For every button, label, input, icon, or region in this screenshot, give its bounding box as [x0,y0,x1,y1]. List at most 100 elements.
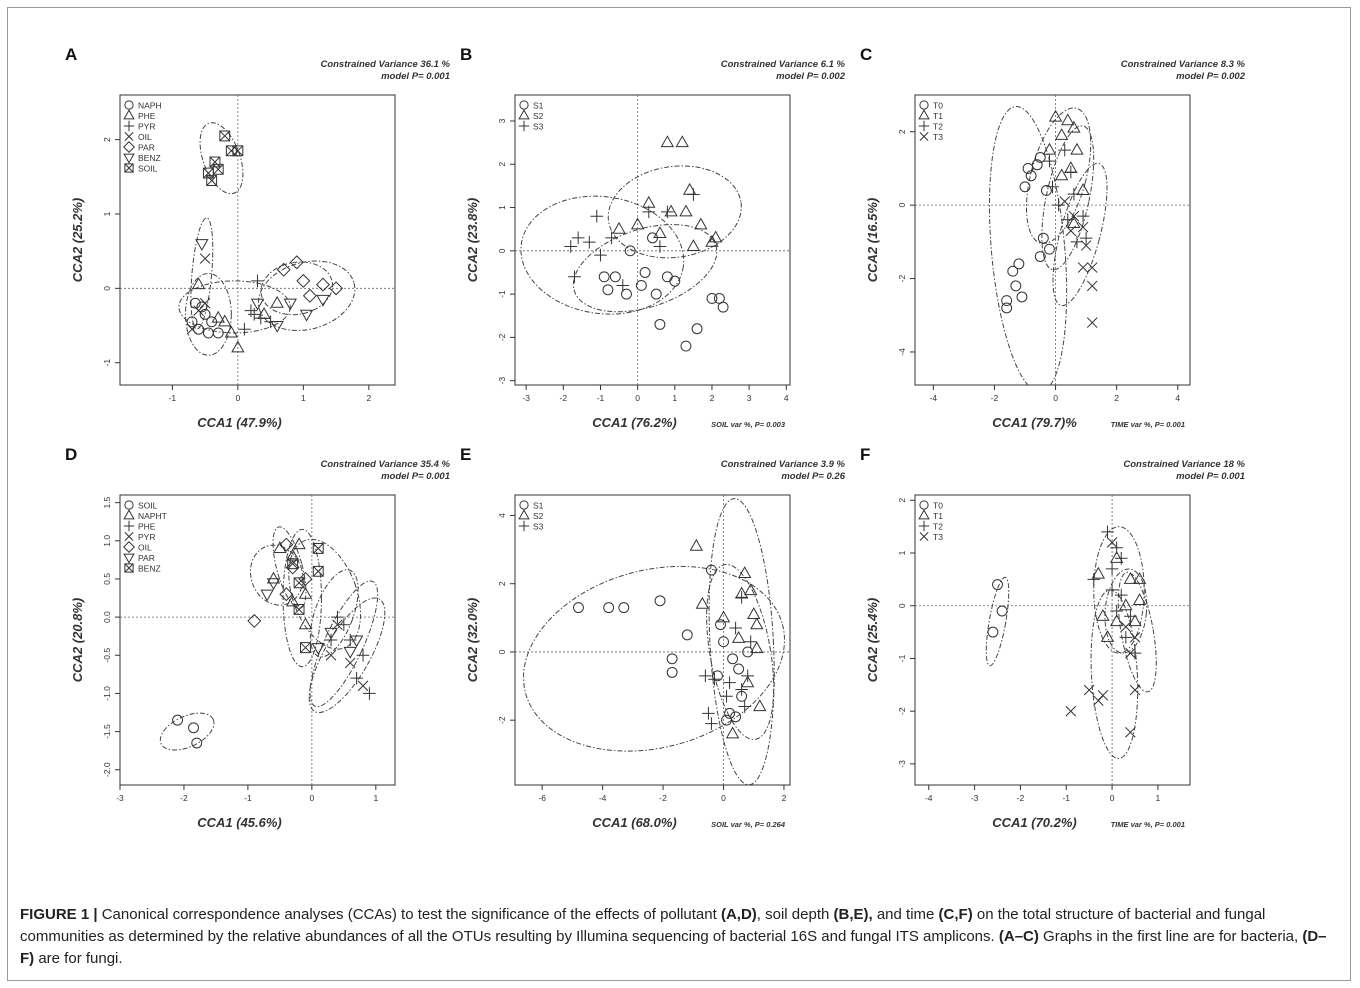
x-tick-label: -4 [930,393,938,403]
data-point [1086,317,1098,328]
data-point [296,273,311,288]
legend-label: BENZ [138,153,161,163]
legend-marker [123,109,135,120]
data-point [1080,240,1092,251]
data-point [1013,258,1025,270]
confidence-ellipse [706,563,775,740]
caption-text: are for fungi. [34,950,123,967]
y-tick-label: 2 [897,498,907,503]
y-tick-label: 0 [897,603,907,608]
data-point [564,240,578,253]
data-point [1001,295,1013,307]
y-tick-label: 0.5 [102,573,112,585]
data-point [337,618,351,632]
plot-frame [119,94,396,386]
legend-marker [919,132,929,141]
panel-b: B Constrained Variance 6.1 %model P= 0.00… [460,45,846,430]
confidence-ellipse [1090,589,1139,760]
constrained-variance: Constrained Variance 36.1 % [320,59,450,70]
panel-letter: A [65,45,77,64]
y-tick-label: 2 [102,137,112,142]
data-point [312,542,324,554]
legend-label: S1 [533,101,544,111]
data-point [708,230,723,243]
x-tick-label: 4 [1175,393,1180,403]
y-tick-label: 2 [897,129,907,134]
x-axis-label: CCA1 (70.2%) [992,815,1077,830]
confidence-ellipse [1025,107,1092,245]
data-point [199,253,211,264]
data-point [1132,572,1147,584]
plot-area [520,135,742,352]
plot-frame [514,494,791,786]
data-point [1007,265,1019,277]
panel-letter: E [460,445,471,464]
data-point [624,245,636,257]
legend-label: BENZ [138,564,161,574]
data-point [1132,593,1147,606]
data-point [1042,142,1057,155]
data-point [1093,695,1104,706]
legend-label: T3 [933,532,943,542]
x-tick-label: 3 [747,393,752,403]
y-tick-label: -1 [497,290,507,298]
data-point [172,714,184,726]
data-point [744,635,758,649]
legend-marker [123,153,135,164]
data-point [343,646,357,659]
confidence-ellipse [1041,125,1095,271]
caption-body: Canonical correspondence analyses (CCAs)… [20,906,1327,967]
caption-text: Canonical correspondence analyses (CCAs)… [97,906,721,923]
legend-label: PYR [138,532,155,542]
data-point [590,209,604,223]
x-tick-label: -3 [971,793,979,803]
data-point [650,288,662,300]
data-point [232,145,244,157]
data-point [605,231,618,245]
y-tick-label: 1.5 [102,496,112,508]
plot-frame [914,94,1191,386]
caption-text: , soil depth [756,906,834,923]
data-point [635,279,647,291]
y-tick-label: 2 [497,162,507,167]
data-point [1077,262,1089,273]
data-point [349,635,364,648]
data-point [1100,630,1115,642]
confidence-ellipse [1093,526,1145,654]
data-point [1077,221,1089,233]
data-point [344,657,356,669]
y-tick-label: 0.0 [102,611,112,623]
legend-label: T0 [933,101,943,111]
data-point [1019,181,1031,193]
data-point [618,602,630,614]
data-point [664,204,678,217]
y-tick-label: -2 [497,716,507,724]
confidence-ellipse [309,580,379,708]
data-point [212,163,224,175]
legend-label: PAR [138,143,155,153]
data-point [741,669,754,683]
data-point [1125,647,1136,659]
data-point [285,594,300,607]
data-point [717,301,729,313]
model-p-value: model P= 0.002 [776,71,846,82]
data-point [331,610,344,624]
data-point [1025,170,1037,182]
legend-marker [123,520,135,532]
data-point [1043,243,1055,255]
data-point [712,670,723,682]
confidence-ellipse [199,122,244,195]
legend-marker [918,109,930,120]
data-point [324,627,338,640]
data-point [1052,198,1065,212]
data-point [289,255,304,270]
x-tick-label: -3 [522,393,530,403]
data-point [695,596,710,609]
legend-marker [124,500,134,510]
data-point [1048,109,1063,122]
constrained-variance: Constrained Variance 35.4 % [320,459,450,470]
y-axis-label: CCA2 (16.5%) [865,198,880,283]
confidence-ellipse [257,260,356,331]
data-point [199,297,211,309]
data-point [363,687,376,700]
